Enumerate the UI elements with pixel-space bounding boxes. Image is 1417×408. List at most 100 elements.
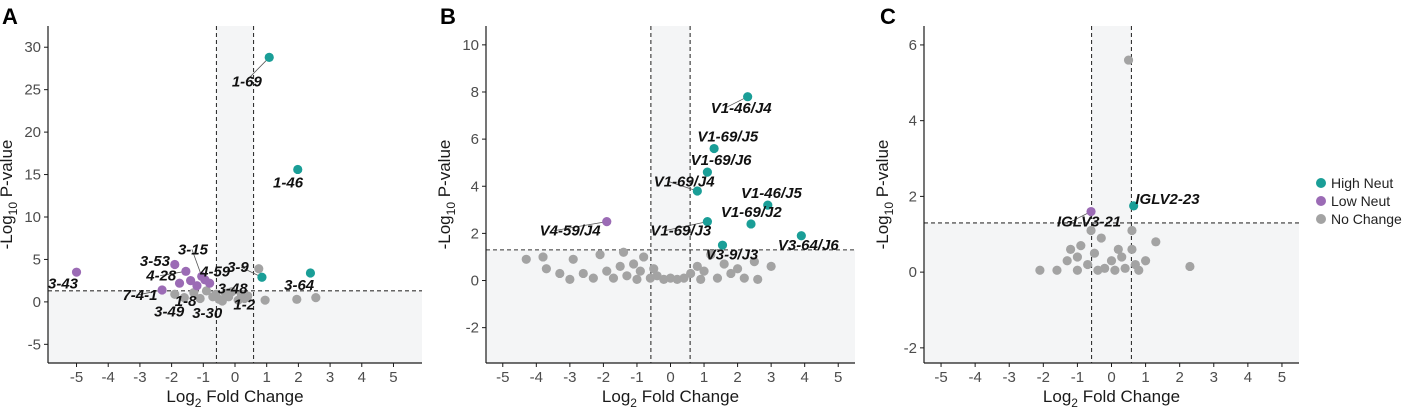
high-neut-point [702,217,713,227]
no-change-point [1083,259,1093,270]
y-tick-label: 2 [471,225,479,242]
point-label: V1-46/J4 [711,100,773,117]
no-change-point [170,289,180,299]
low-neut-point [1086,206,1096,217]
y-tick-label: 6 [909,37,917,54]
legend-swatch [1316,196,1326,206]
x-tick-label: -2 [597,369,610,386]
no-change-point [632,274,642,284]
x-axis-label: Log2 Fold Change [1043,387,1180,408]
no-change-point [1093,265,1103,275]
no-change-point [1062,256,1072,266]
panel-letter: A [2,4,18,29]
no-change-point [712,273,723,283]
no-change-point [201,286,212,296]
high-neut-point [702,167,713,177]
point-label: 1-46 [273,174,304,191]
x-tick-label: 4 [358,369,366,386]
y-tick-label: 8 [471,84,479,101]
no-change-point [1035,265,1045,275]
panel-b: B -5 -4 -3 -2 -1 0 1 2 3 4 5 -2 0 2 4 6 8 10 Log2 Fold Chan… [435,4,855,408]
no-change-point [1076,241,1086,251]
y-tick-label: 2 [909,188,917,205]
no-change-point [696,274,706,284]
x-tick-label: 1 [700,369,708,386]
no-change-point [595,249,605,260]
point-label: 1-69 [232,73,263,90]
no-change-point [179,293,189,303]
no-change-point [1113,244,1123,255]
label-leader-line [667,180,698,192]
x-tick-label: -4 [530,369,543,386]
point-label: 4-28 [145,268,177,285]
no-change-point [555,268,565,279]
high-neut-point [1129,201,1139,211]
y-tick-label: 20 [24,124,41,141]
low-neut-point [71,267,82,277]
y-tick-label: 6 [471,131,479,148]
y-tick-label: 30 [24,39,41,56]
panel-a: A -5 -4 -3 -2 -1 0 1 2 3 4 5 -5 0 5 10 15 20 25 30 Log2 Fold… [0,4,422,408]
no-change-point [578,268,588,279]
x-tick-label: -1 [197,369,210,386]
no-change-point [1123,55,1134,65]
x-tick-label: -4 [102,369,115,386]
x-tick-label: -3 [1003,369,1016,386]
no-change-point [588,273,598,283]
x-tick-label: 1 [263,369,271,386]
no-change-point [1106,256,1117,266]
no-change-point [236,289,246,299]
point-label: V1-46/J5 [741,185,803,202]
high-neut-point [763,200,773,210]
point-label: 1-2 [233,297,255,314]
no-change-point [618,247,629,257]
no-change-point [260,295,270,305]
y-tick-label: 15 [24,167,41,184]
y-tick-label: 0 [471,273,479,290]
high-neut-point [305,268,316,278]
legend-label: Low Neut [1331,193,1390,209]
point-label: 3-64 [284,277,315,294]
point-label: 7-4-1 [122,287,157,304]
x-axis-label: Log2 Fold Change [602,387,739,408]
x-tick-label: -3 [563,369,576,386]
no-change-point [227,287,237,297]
no-change-point [1089,248,1100,258]
x-tick-label: -1 [1071,369,1084,386]
no-change-point [686,268,696,279]
low-neut-point [170,259,180,270]
y-axis-label: -Log10 P-value [0,140,20,250]
x-tick-label: -2 [1037,369,1050,386]
point-label: V4-59/J4 [540,223,602,240]
no-change-point [706,249,716,260]
x-tick-label: 1 [1141,369,1149,386]
no-change-point [622,271,632,281]
point-label: 4-59 [199,263,231,280]
no-change-point [749,257,759,267]
no-change-point [292,294,302,304]
no-change-point [753,274,763,284]
p-band [486,249,855,363]
y-axis-label: -Log10 P-value [435,140,458,250]
no-change-point [739,273,749,283]
label-leader-line [245,57,270,82]
no-change-point [1072,265,1083,275]
low-neut-point [186,276,196,286]
no-change-point [615,261,625,271]
no-change-point [568,254,578,264]
no-change-point [1072,252,1083,262]
no-change-point [699,266,709,276]
x-tick-label: 4 [801,369,809,386]
no-change-point [217,296,227,306]
point-label: V3-64/J6 [778,237,840,254]
no-change-point [1140,256,1151,266]
x-tick-label: 5 [834,369,842,386]
no-change-point [602,266,612,276]
point-label: IGLV3-21 [1057,214,1121,231]
x-tick-label: 4 [1244,369,1252,386]
low-neut-point [157,285,167,295]
panel-letter: B [440,4,456,29]
low-neut-point [181,266,191,276]
point-label: 3-48 [218,280,249,297]
no-change-point [649,264,659,274]
